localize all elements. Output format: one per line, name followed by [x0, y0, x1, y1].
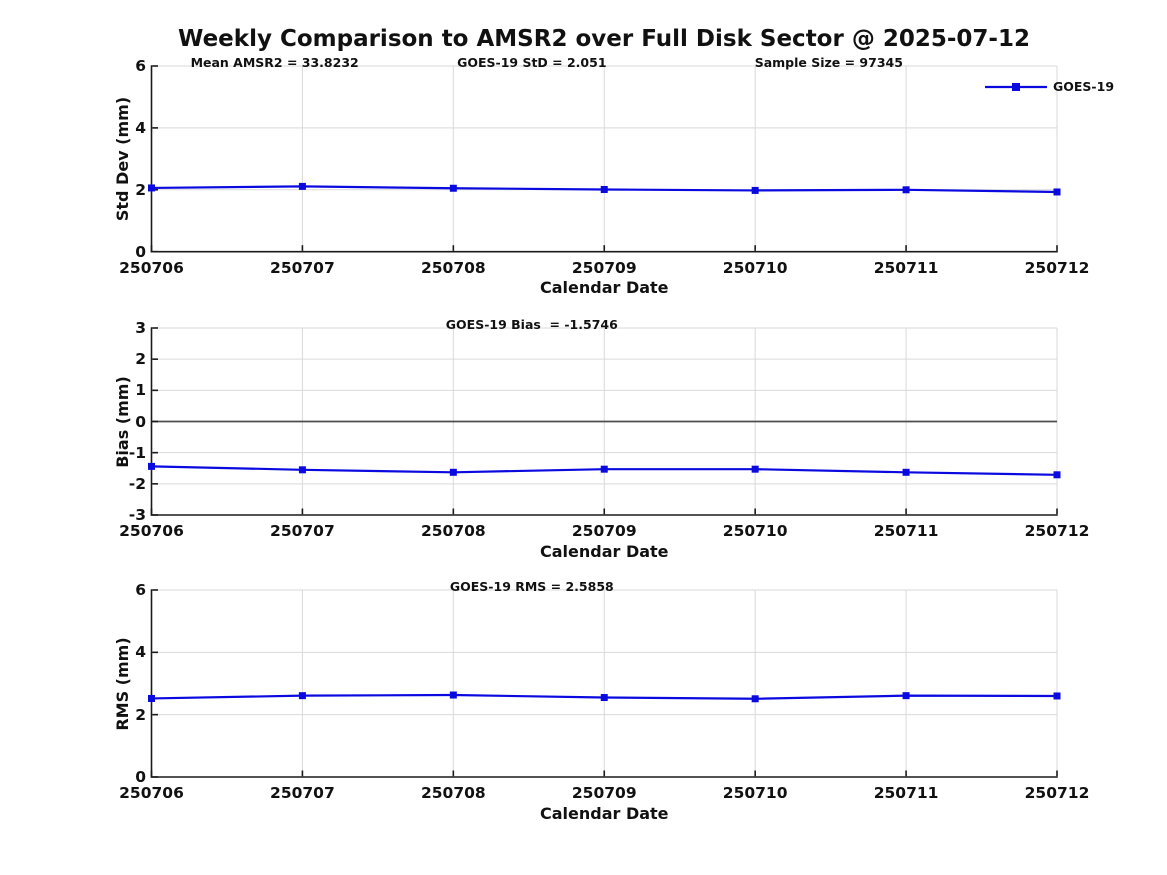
data-point-marker [1053, 188, 1061, 196]
x-tick-label: 250709 [571, 784, 637, 802]
y-axis-label: Std Dev (mm) [113, 96, 132, 221]
y-tick-label: -3 [128, 506, 146, 524]
x-tick-label: 250710 [722, 258, 788, 277]
x-tick-label: 250708 [420, 784, 486, 802]
x-tick-label: 250711 [873, 784, 939, 802]
data-point-marker [1053, 692, 1061, 700]
data-point-marker [600, 465, 608, 473]
axis-annotation: GOES-19 StD = 2.051 [457, 55, 607, 70]
x-tick-label: 250711 [873, 522, 939, 540]
data-point-marker [449, 691, 457, 699]
y-tick-label: 2 [135, 350, 146, 369]
x-tick-label: 250712 [1024, 522, 1090, 540]
x-tick-label: 250712 [1024, 784, 1090, 802]
data-point-marker [148, 184, 155, 192]
x-tick-label: 250711 [873, 258, 939, 277]
y-tick-label: 4 [135, 118, 146, 137]
y-tick-label: 4 [135, 643, 146, 662]
data-point-marker [902, 468, 910, 476]
y-tick-label: 0 [135, 242, 146, 261]
x-tick-label: 250709 [571, 522, 637, 540]
data-point-marker [902, 692, 910, 700]
axis-annotation: GOES-19 Bias = -1.5746 [445, 317, 618, 332]
y-tick-label: 2 [135, 705, 146, 724]
x-tick-label: 250708 [420, 258, 486, 277]
y-tick-label: 0 [135, 768, 146, 786]
y-tick-label: 6 [135, 581, 146, 599]
y-tick-label: 2 [135, 180, 146, 199]
y-axis-label: RMS (mm) [113, 636, 132, 731]
x-axis-label: Calendar Date [539, 278, 669, 298]
data-point-marker [449, 468, 457, 476]
data-point-marker [600, 185, 608, 193]
y-axis-label: Bias (mm) [113, 375, 132, 468]
x-tick-label: 250708 [420, 522, 486, 540]
y-tick-label: -1 [128, 443, 146, 462]
x-tick-label: 250712 [1024, 258, 1090, 277]
data-point-marker [298, 182, 306, 190]
legend-marker [1012, 83, 1020, 91]
data-point-marker [751, 695, 759, 703]
data-point-marker [1053, 471, 1061, 479]
axis-annotation: GOES-19 RMS = 2.5858 [449, 579, 614, 594]
x-tick-label: 250710 [722, 522, 788, 540]
x-tick-label: 250706 [119, 258, 184, 277]
x-tick-label: 250707 [270, 522, 335, 540]
data-point-marker [148, 694, 155, 702]
data-point-marker [298, 466, 306, 474]
y-tick-label: 1 [135, 381, 146, 400]
x-tick-label: 250706 [119, 784, 184, 802]
x-tick-label: 250707 [270, 784, 335, 802]
x-axis-label: Calendar Date [539, 541, 669, 561]
data-point-marker [298, 692, 306, 700]
x-tick-label: 250706 [119, 522, 184, 540]
y-tick-label: -2 [128, 474, 146, 493]
data-point-marker [902, 186, 910, 194]
data-point-marker [751, 186, 759, 194]
x-tick-label: 250710 [722, 784, 788, 802]
axis-annotation: Mean AMSR2 = 33.8232 [190, 55, 359, 70]
x-tick-label: 250709 [571, 258, 637, 277]
legend-label: GOES-19 [1053, 79, 1115, 94]
x-tick-label: 250707 [270, 258, 335, 277]
figure-title: Weekly Comparison to AMSR2 over Full Dis… [178, 26, 1030, 52]
x-axis-label: Calendar Date [539, 803, 669, 823]
data-point-marker [600, 694, 608, 702]
data-point-marker [751, 465, 759, 473]
data-point-marker [449, 184, 457, 192]
y-tick-label: 3 [135, 319, 146, 337]
y-tick-label: 6 [135, 57, 146, 75]
data-point-marker [148, 462, 155, 470]
axis-annotation: Sample Size = 97345 [754, 55, 903, 70]
y-tick-label: 0 [135, 412, 146, 431]
